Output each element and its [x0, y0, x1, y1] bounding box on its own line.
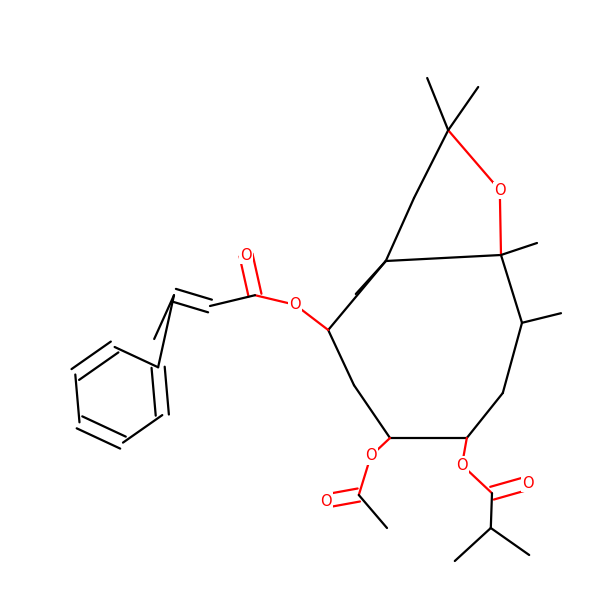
Text: O: O — [240, 247, 252, 263]
Text: O: O — [289, 297, 301, 312]
Text: O: O — [456, 457, 468, 473]
Text: O: O — [522, 475, 534, 491]
Text: O: O — [365, 449, 377, 463]
Text: O: O — [320, 493, 332, 509]
Text: O: O — [494, 182, 506, 197]
